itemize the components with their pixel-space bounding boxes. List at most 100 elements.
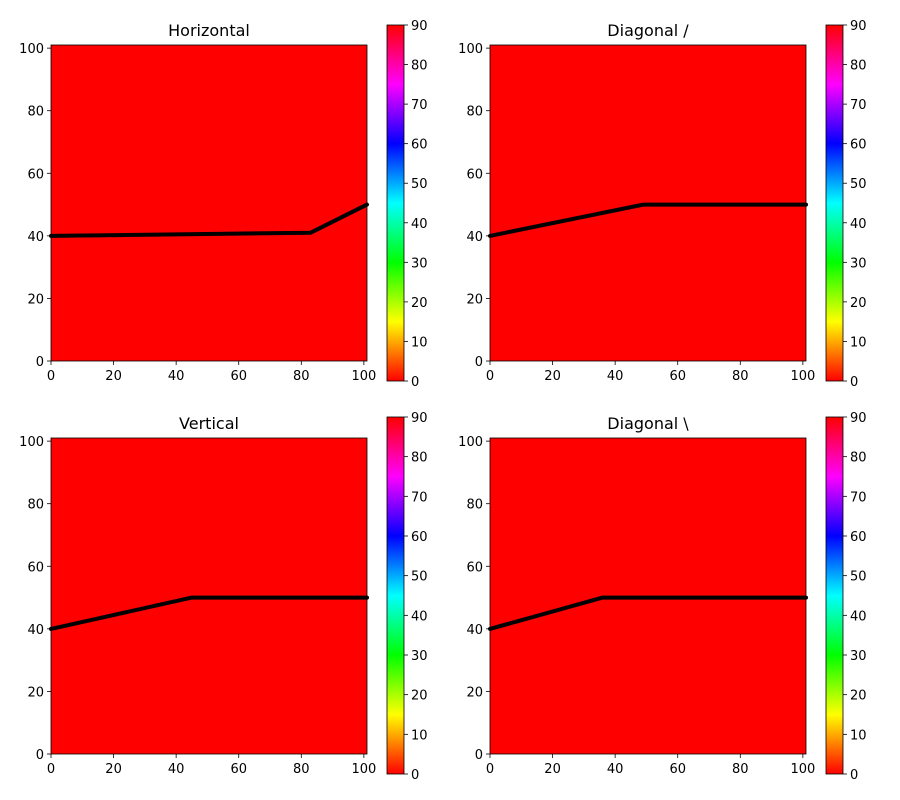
colorbar-tick-label: 50 bbox=[411, 570, 428, 585]
colorbar-tick-label: 30 bbox=[850, 256, 867, 271]
x-tick-label: 0 bbox=[47, 762, 55, 777]
x-tick-label: 100 bbox=[790, 762, 815, 777]
colorbar-tick-label: 20 bbox=[850, 689, 867, 704]
subplot-2: Diagonal / 0 20 40 60 80 100 0 20 40 60 80 100 0 10 20 3… bbox=[458, 19, 866, 390]
x-tick-label: 20 bbox=[105, 762, 122, 777]
y-tick-label: 0 bbox=[475, 355, 483, 370]
x-tick-label: 0 bbox=[486, 369, 494, 384]
x-tick-label: 100 bbox=[351, 369, 376, 384]
subplot-title: Diagonal / bbox=[607, 21, 689, 40]
y-tick-label: 80 bbox=[27, 498, 44, 513]
y-tick-label: 0 bbox=[475, 748, 483, 763]
colorbar-tick-label: 50 bbox=[411, 177, 428, 192]
colorbar-tick-label: 80 bbox=[850, 451, 867, 466]
y-tick-label: 20 bbox=[466, 292, 483, 307]
y-tick-label: 20 bbox=[27, 292, 44, 307]
y-tick-label: 40 bbox=[27, 230, 44, 245]
subplot-title: Diagonal \ bbox=[607, 414, 689, 433]
y-tick-label: 80 bbox=[466, 105, 483, 120]
x-tick-label: 0 bbox=[486, 762, 494, 777]
colorbar-tick-label: 80 bbox=[411, 451, 428, 466]
y-tick-label: 100 bbox=[19, 42, 44, 57]
x-tick-label: 20 bbox=[105, 369, 122, 384]
colorbar-tick-label: 0 bbox=[411, 375, 419, 390]
y-tick-label: 60 bbox=[27, 560, 44, 575]
colorbar-tick-label: 50 bbox=[850, 570, 867, 585]
heatmap-field bbox=[51, 45, 367, 361]
colorbar-tick-label: 90 bbox=[850, 411, 867, 426]
colorbar-tick-label: 70 bbox=[411, 490, 428, 505]
x-tick-label: 40 bbox=[168, 762, 185, 777]
x-tick-label: 60 bbox=[669, 369, 686, 384]
colorbar-tick-label: 70 bbox=[411, 98, 428, 113]
colorbar-gradient bbox=[826, 417, 843, 774]
colorbar-tick-label: 60 bbox=[850, 530, 867, 545]
colorbar-tick-label: 10 bbox=[411, 728, 428, 743]
y-tick-label: 60 bbox=[466, 167, 483, 182]
y-tick-label: 40 bbox=[466, 623, 483, 638]
colorbar-tick-label: 80 bbox=[411, 59, 428, 74]
subplot-4: Diagonal \020406080100020406080100010203… bbox=[458, 411, 866, 783]
figure: Horizontal020406080100020406080100010203… bbox=[0, 0, 900, 800]
x-tick-label: 80 bbox=[732, 369, 749, 384]
colorbar-tick-label: 10 bbox=[411, 335, 428, 350]
x-tick-label: 20 bbox=[544, 369, 561, 384]
colorbar-tick-label: 40 bbox=[850, 217, 867, 232]
y-tick-label: 100 bbox=[19, 435, 44, 450]
y-tick-label: 20 bbox=[27, 685, 44, 700]
y-tick-label: 0 bbox=[36, 748, 44, 763]
subplot-title: Horizontal bbox=[168, 21, 250, 40]
colorbar-tick-label: 90 bbox=[411, 411, 428, 426]
colorbar-tick-label: 0 bbox=[850, 375, 858, 390]
colorbar-tick-label: 70 bbox=[850, 98, 867, 113]
colorbar-tick-label: 40 bbox=[411, 609, 428, 624]
y-tick-label: 100 bbox=[458, 435, 483, 450]
colorbar: 0 10 20 30 40 50 60 70 80 90 bbox=[826, 19, 867, 390]
colorbar-tick-label: 10 bbox=[850, 728, 867, 743]
x-tick-label: 40 bbox=[607, 369, 624, 384]
y-tick-label: 80 bbox=[466, 498, 483, 513]
colorbar-tick-label: 10 bbox=[850, 335, 867, 350]
colorbar: 0102030405060708090 bbox=[387, 19, 428, 390]
x-tick-label: 60 bbox=[230, 369, 247, 384]
y-tick-label: 40 bbox=[466, 230, 483, 245]
x-tick-label: 60 bbox=[669, 762, 686, 777]
x-tick-label: 100 bbox=[790, 369, 815, 384]
colorbar: 0 10 20 30 40 50 60 70 80 90 bbox=[387, 411, 428, 783]
x-tick-label: 60 bbox=[230, 762, 247, 777]
colorbar-tick-label: 0 bbox=[411, 768, 419, 783]
colorbar: 0102030405060708090 bbox=[826, 411, 867, 783]
y-tick-label: 60 bbox=[466, 560, 483, 575]
colorbar-tick-label: 90 bbox=[411, 19, 428, 34]
x-tick-label: 80 bbox=[293, 369, 310, 384]
y-tick-label: 100 bbox=[458, 42, 483, 57]
y-tick-label: 40 bbox=[27, 623, 44, 638]
colorbar-tick-label: 40 bbox=[850, 609, 867, 624]
colorbar-tick-label: 20 bbox=[411, 296, 428, 311]
colorbar-tick-label: 80 bbox=[850, 59, 867, 74]
colorbar-tick-label: 20 bbox=[411, 689, 428, 704]
colorbar-gradient bbox=[826, 25, 843, 381]
x-tick-label: 40 bbox=[168, 369, 185, 384]
y-tick-label: 0 bbox=[36, 355, 44, 370]
colorbar-tick-label: 30 bbox=[411, 256, 428, 271]
colorbar-tick-label: 70 bbox=[850, 490, 867, 505]
colorbar-tick-label: 60 bbox=[850, 138, 867, 153]
colorbar-tick-label: 60 bbox=[411, 530, 428, 545]
y-tick-label: 20 bbox=[466, 685, 483, 700]
y-tick-label: 60 bbox=[27, 167, 44, 182]
x-tick-label: 80 bbox=[732, 762, 749, 777]
colorbar-tick-label: 50 bbox=[850, 177, 867, 192]
x-tick-label: 100 bbox=[351, 762, 376, 777]
subplot-1: Horizontal 0 20 40 60 80 100 0 20 40 60 80 100 0 10 20 3… bbox=[19, 19, 427, 390]
colorbar-gradient bbox=[387, 417, 404, 774]
x-tick-label: 0 bbox=[47, 369, 55, 384]
colorbar-tick-label: 60 bbox=[411, 138, 428, 153]
subplot-3: Vertical02040608010002040608010001020304… bbox=[19, 411, 427, 783]
x-tick-label: 80 bbox=[293, 762, 310, 777]
x-tick-label: 20 bbox=[544, 762, 561, 777]
colorbar-tick-label: 0 bbox=[850, 768, 858, 783]
colorbar-tick-label: 90 bbox=[850, 19, 867, 34]
colorbar-tick-label: 30 bbox=[411, 649, 428, 664]
colorbar-tick-label: 20 bbox=[850, 296, 867, 311]
